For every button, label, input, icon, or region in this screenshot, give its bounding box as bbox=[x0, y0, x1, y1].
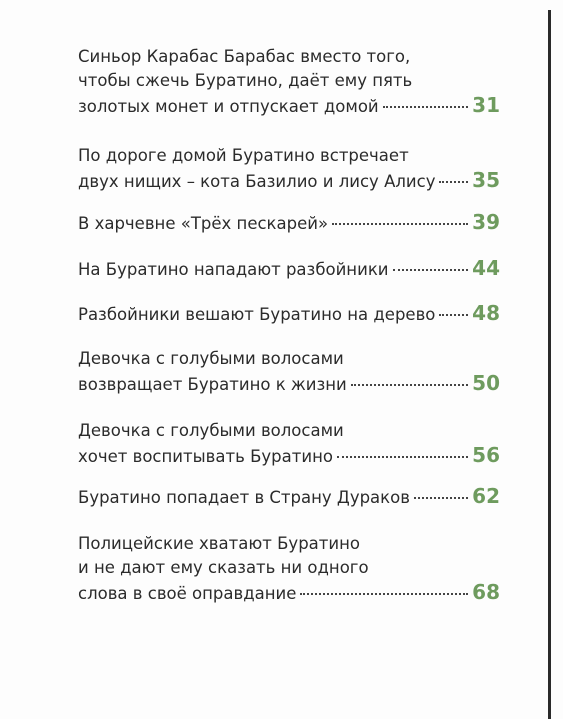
dot-leader bbox=[300, 593, 469, 595]
entry-text: Девочка с голубыми волосами bbox=[78, 421, 344, 440]
entry-text: Разбойники вешают Буратино на дерево bbox=[78, 305, 436, 324]
toc-entry: Буратино попадает в Страну Дураков 62 bbox=[78, 484, 500, 510]
dot-leader bbox=[413, 497, 469, 499]
dot-leader bbox=[392, 269, 469, 271]
toc-entry: На Буратино нападают разбойники 44 bbox=[78, 256, 500, 282]
page-number: 56 bbox=[472, 443, 500, 467]
toc-entry: По дороге домой Буратино встречает двух н… bbox=[78, 144, 500, 194]
toc-entry: Девочка с голубыми волосами возвращает Бу… bbox=[78, 347, 500, 397]
entry-text: В харчевне «Трёх пескарей» bbox=[78, 214, 329, 233]
page-number: 50 bbox=[472, 371, 500, 395]
toc-entry: Разбойники вешают Буратино на дерево 48 bbox=[78, 301, 500, 327]
entry-text: чтобы сжечь Буратино, даёт ему пять bbox=[78, 71, 413, 90]
page-number: 68 bbox=[472, 580, 500, 604]
entry-text: На Буратино нападают разбойники bbox=[78, 260, 389, 279]
entry-last-line: возвращает Буратино к жизни 50 bbox=[78, 371, 500, 397]
dot-leader bbox=[439, 181, 469, 183]
page-number: 48 bbox=[472, 301, 500, 325]
page-number: 35 bbox=[472, 168, 500, 192]
dot-leader bbox=[336, 456, 469, 458]
entry-text: По дороге домой Буратино встречает bbox=[78, 146, 409, 165]
entry-text: Девочка с голубыми волосами bbox=[78, 349, 344, 368]
entry-text: возвращает Буратино к жизни bbox=[78, 375, 347, 394]
page-edge bbox=[548, 10, 551, 719]
entry-text: и не дают ему сказать ни одного bbox=[78, 558, 369, 577]
toc-entry: Синьор Карабас Барабас вместо того, чтобы… bbox=[78, 45, 500, 119]
entry-text: Полицейские хватают Буратино bbox=[78, 534, 360, 553]
toc-entry: В харчевне «Трёх пескарей» 39 bbox=[78, 210, 500, 236]
dot-leader bbox=[439, 314, 469, 316]
entry-last-line: На Буратино нападают разбойники 44 bbox=[78, 256, 500, 282]
dot-leader bbox=[332, 223, 469, 225]
toc-entry: Девочка с голубыми волосами хочет воспиты… bbox=[78, 419, 500, 469]
entry-last-line: золотых монет и отпускает домой 31 bbox=[78, 93, 500, 119]
entry-last-line: Буратино попадает в Страну Дураков 62 bbox=[78, 484, 500, 510]
entry-last-line: Разбойники вешают Буратино на дерево 48 bbox=[78, 301, 500, 327]
page-number: 62 bbox=[472, 484, 500, 508]
page-number: 44 bbox=[472, 256, 500, 280]
entry-last-line: хочет воспитывать Буратино 56 bbox=[78, 443, 500, 469]
entry-text: слова в своё оправдание bbox=[78, 584, 297, 603]
dot-leader bbox=[350, 384, 469, 386]
entry-last-line: слова в своё оправдание 68 bbox=[78, 580, 500, 606]
entry-text: двух нищих – кота Базилио и лису Алису bbox=[78, 172, 436, 191]
entry-text: золотых монет и отпускает домой bbox=[78, 97, 379, 116]
toc-entry: Полицейские хватают Буратино и не дают ем… bbox=[78, 532, 500, 606]
entry-text: Синьор Карабас Барабас вместо того, bbox=[78, 47, 411, 66]
dot-leader bbox=[382, 106, 469, 108]
entry-text: хочет воспитывать Буратино bbox=[78, 447, 333, 466]
page-number: 31 bbox=[472, 93, 500, 117]
page-number: 39 bbox=[472, 210, 500, 234]
entry-last-line: двух нищих – кота Базилио и лису Алису 35 bbox=[78, 168, 500, 194]
entry-text: Буратино попадает в Страну Дураков bbox=[78, 488, 410, 507]
entry-last-line: В харчевне «Трёх пескарей» 39 bbox=[78, 210, 500, 236]
